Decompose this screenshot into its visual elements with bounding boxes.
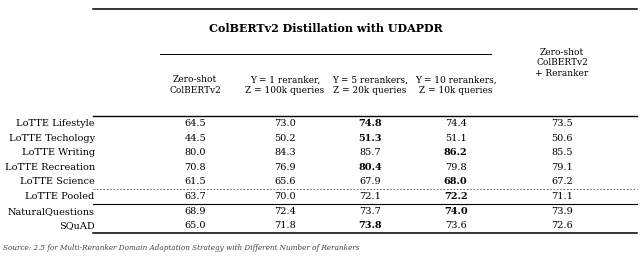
Text: 80.0: 80.0 — [184, 148, 206, 157]
Text: 72.1: 72.1 — [359, 192, 381, 201]
Text: 76.9: 76.9 — [274, 163, 296, 172]
Text: 50.6: 50.6 — [551, 134, 573, 143]
Text: ColBERTv2 Distillation with UDAPDR: ColBERTv2 Distillation with UDAPDR — [209, 23, 442, 34]
Text: 73.6: 73.6 — [445, 221, 467, 230]
Text: 74.8: 74.8 — [358, 119, 381, 128]
Text: SQuAD: SQuAD — [59, 221, 95, 230]
Text: 79.1: 79.1 — [551, 163, 573, 172]
Text: 79.8: 79.8 — [445, 163, 467, 172]
Text: 63.7: 63.7 — [184, 192, 206, 201]
Text: Source: 2.5 for Multi-Reranker Domain Adaptation Strategy with Different Number : Source: 2.5 for Multi-Reranker Domain Ad… — [3, 244, 360, 252]
Text: 80.4: 80.4 — [358, 163, 382, 172]
Text: LoTTE Writing: LoTTE Writing — [22, 148, 95, 157]
Text: 72.6: 72.6 — [551, 221, 573, 230]
Text: 86.2: 86.2 — [444, 148, 467, 157]
Text: Zero-shot
ColBERTv2
+ Reranker: Zero-shot ColBERTv2 + Reranker — [535, 48, 589, 78]
Text: 61.5: 61.5 — [184, 177, 206, 187]
Text: 50.2: 50.2 — [274, 134, 296, 143]
Text: Zero-shot
ColBERTv2: Zero-shot ColBERTv2 — [170, 76, 221, 95]
Text: 65.6: 65.6 — [274, 177, 296, 187]
Text: 71.8: 71.8 — [274, 221, 296, 230]
Text: 84.3: 84.3 — [274, 148, 296, 157]
Text: 73.8: 73.8 — [358, 221, 381, 230]
Text: 51.3: 51.3 — [358, 134, 381, 143]
Text: 70.0: 70.0 — [274, 192, 296, 201]
Text: LoTTE Recreation: LoTTE Recreation — [4, 163, 95, 172]
Text: Y = 5 rerankers,
Z = 20k queries: Y = 5 rerankers, Z = 20k queries — [332, 76, 408, 95]
Text: Y = 10 rerankers,
Z = 10k queries: Y = 10 rerankers, Z = 10k queries — [415, 76, 497, 95]
Text: 85.5: 85.5 — [551, 148, 573, 157]
Text: 73.9: 73.9 — [551, 207, 573, 216]
Text: 71.1: 71.1 — [551, 192, 573, 201]
Text: 73.5: 73.5 — [551, 119, 573, 128]
Text: 74.4: 74.4 — [445, 119, 467, 128]
Text: LoTTE Science: LoTTE Science — [20, 177, 95, 187]
Text: Y = 1 reranker,
Z = 100k queries: Y = 1 reranker, Z = 100k queries — [245, 76, 324, 95]
Text: LoTTE Pooled: LoTTE Pooled — [26, 192, 95, 201]
Text: LoTTE Lifestyle: LoTTE Lifestyle — [16, 119, 95, 128]
Text: 44.5: 44.5 — [184, 134, 206, 143]
Text: 68.0: 68.0 — [444, 177, 468, 187]
Text: 72.2: 72.2 — [444, 192, 467, 201]
Text: 67.9: 67.9 — [359, 177, 381, 187]
Text: 51.1: 51.1 — [445, 134, 467, 143]
Text: 64.5: 64.5 — [184, 119, 206, 128]
Text: 65.0: 65.0 — [184, 221, 206, 230]
Text: 74.0: 74.0 — [444, 207, 468, 216]
Text: 85.7: 85.7 — [359, 148, 381, 157]
Text: 70.8: 70.8 — [184, 163, 206, 172]
Text: 73.7: 73.7 — [359, 207, 381, 216]
Text: 73.0: 73.0 — [274, 119, 296, 128]
Text: 72.4: 72.4 — [274, 207, 296, 216]
Text: NaturalQuestions: NaturalQuestions — [8, 207, 95, 216]
Text: LoTTE Techology: LoTTE Techology — [8, 134, 95, 143]
Text: 68.9: 68.9 — [184, 207, 206, 216]
Text: 67.2: 67.2 — [551, 177, 573, 187]
